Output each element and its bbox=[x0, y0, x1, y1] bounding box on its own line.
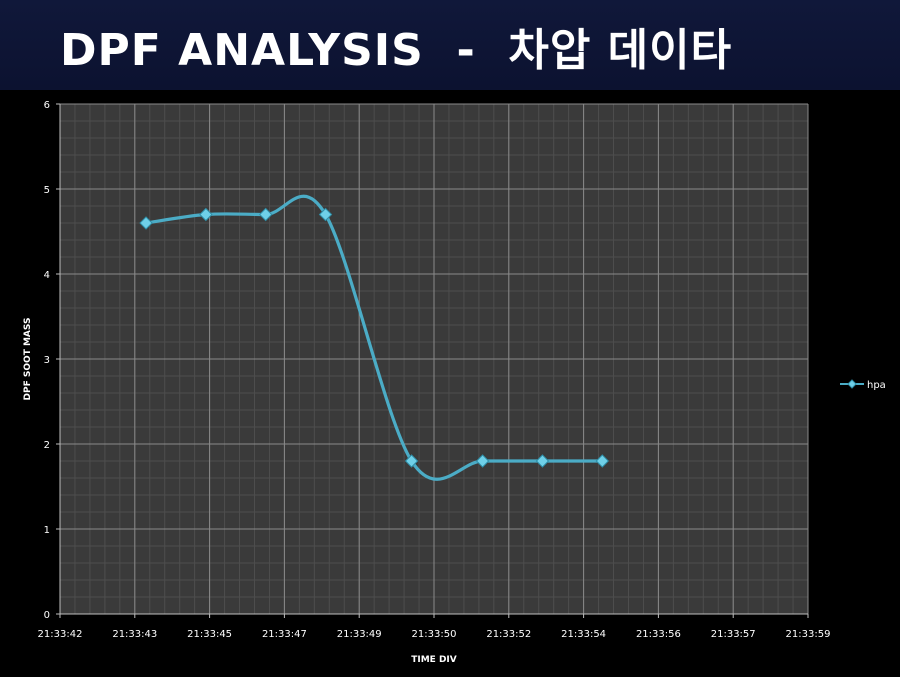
y-tick-label: 5 bbox=[44, 185, 50, 196]
x-tick-label: 21:33:52 bbox=[486, 629, 531, 640]
title-banner: DPF ANALYSIS - 차압 데이타 bbox=[0, 0, 900, 90]
y-tick-label: 0 bbox=[44, 610, 50, 621]
data-point-marker bbox=[535, 454, 550, 468]
major-gridlines bbox=[59, 103, 809, 615]
x-tick-label: 21:33:56 bbox=[636, 629, 681, 640]
x-tick-label: 21:33:59 bbox=[786, 629, 831, 640]
y-tick-label: 4 bbox=[44, 270, 50, 281]
y-axis-title: DPF SOOT MASS bbox=[23, 318, 33, 401]
y-tick-label: 1 bbox=[44, 525, 50, 536]
x-tick-label: 21:33:43 bbox=[112, 629, 157, 640]
y-tick-label: 6 bbox=[44, 100, 50, 111]
y-axis-ticks: 0 1 2 3 4 5 6 bbox=[44, 100, 60, 621]
x-tick-label: 21:33:42 bbox=[38, 629, 83, 640]
x-axis-title: TIME DIV bbox=[411, 655, 457, 665]
y-tick-label: 2 bbox=[44, 440, 50, 451]
page-title: DPF ANALYSIS - 차압 데이타 bbox=[60, 25, 733, 76]
data-point-marker bbox=[139, 216, 153, 230]
x-tick-label: 21:33:47 bbox=[262, 629, 307, 640]
data-point-marker bbox=[199, 207, 213, 222]
x-tick-label: 21:33:49 bbox=[337, 629, 382, 640]
y-tick-label: 3 bbox=[44, 355, 50, 366]
data-point-marker bbox=[318, 207, 333, 222]
series-line-hpa bbox=[145, 194, 603, 481]
series-layer bbox=[139, 194, 610, 481]
line-chart: 0 1 2 3 4 5 6 21:33:42 21:33:43 21:33:45 21:33:47… bbox=[23, 100, 886, 665]
data-point-marker bbox=[258, 207, 273, 222]
legend-label-hpa: hpa bbox=[867, 380, 886, 391]
data-point-marker bbox=[595, 454, 610, 468]
data-point-marker bbox=[404, 454, 419, 468]
x-tick-label: 21:33:50 bbox=[412, 629, 457, 640]
x-tick-label: 21:33:54 bbox=[561, 629, 606, 640]
x-tick-label: 21:33:57 bbox=[711, 629, 756, 640]
legend: hpa bbox=[840, 379, 886, 391]
legend-marker-diamond bbox=[847, 379, 857, 389]
x-tick-label: 21:33:45 bbox=[187, 629, 232, 640]
x-axis-ticks: 21:33:42 21:33:43 21:33:45 21:33:47 21:33:49… bbox=[38, 614, 831, 640]
data-point-marker bbox=[475, 454, 490, 468]
